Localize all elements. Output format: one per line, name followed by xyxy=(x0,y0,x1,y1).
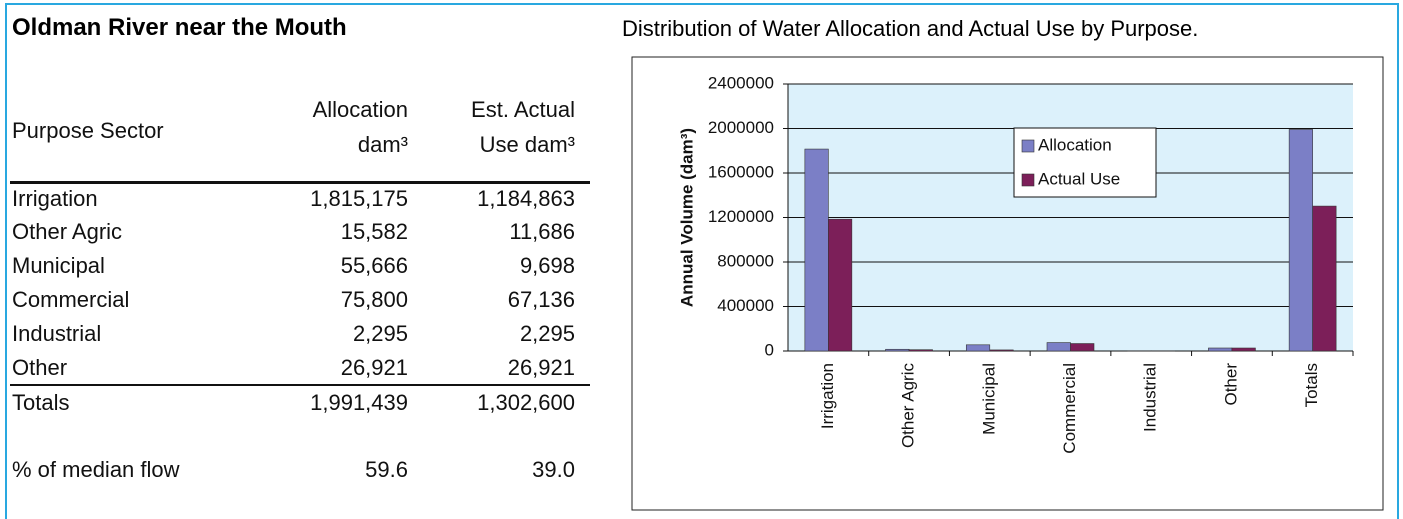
bar xyxy=(1070,343,1095,352)
chart-border xyxy=(631,56,1384,511)
cell-value: 2,295 xyxy=(519,321,575,346)
bar xyxy=(1312,205,1337,352)
cell-value: 26,921 xyxy=(507,355,575,380)
table-title: Oldman River near the Mouth xyxy=(12,14,347,41)
x-tick-label: Municipal xyxy=(979,363,998,435)
chart-title: Distribution of Water Allocation and Act… xyxy=(622,16,1199,41)
row-label: Irrigation xyxy=(12,186,98,211)
frame xyxy=(5,3,1399,519)
bar xyxy=(1288,129,1313,352)
x-tick-label: Totals xyxy=(1302,363,1321,407)
bar xyxy=(1046,342,1071,352)
bar xyxy=(989,349,1014,352)
legend-label: Allocation xyxy=(1038,135,1112,154)
column-header: Use dam³ xyxy=(479,132,575,157)
y-tick-label: 2000000 xyxy=(708,118,774,137)
column-header: Purpose Sector xyxy=(12,118,164,143)
row-label: Commercial xyxy=(12,287,130,312)
bar xyxy=(1208,347,1233,352)
cell-value: 39.0 xyxy=(532,457,575,482)
legend-label: Actual Use xyxy=(1038,169,1120,188)
column-header: dam³ xyxy=(357,132,408,157)
y-tick-label: 400000 xyxy=(717,296,774,315)
x-tick-label: Other Agric xyxy=(899,363,918,449)
legend-swatch xyxy=(1021,173,1035,187)
bar xyxy=(908,349,933,352)
x-tick-label: Commercial xyxy=(1060,363,1079,454)
table-rule xyxy=(10,181,590,184)
table-rule xyxy=(10,384,590,386)
x-tick-label: Irrigation xyxy=(818,363,837,429)
cell-value: 67,136 xyxy=(507,287,575,312)
cell-value: 59.6 xyxy=(365,457,408,482)
legend-box xyxy=(1013,127,1157,198)
cell-value: 11,686 xyxy=(509,219,575,244)
column-header: Est. Actual xyxy=(471,97,575,122)
bar xyxy=(965,344,991,352)
y-tick-label: 2400000 xyxy=(708,73,774,92)
cell-value: 26,921 xyxy=(340,355,408,380)
cell-value: 1,302,600 xyxy=(477,390,575,415)
y-axis-label: Annual Volume (dam³) xyxy=(677,128,696,307)
y-tick-label: 1600000 xyxy=(708,162,774,181)
bar xyxy=(828,218,853,352)
bar xyxy=(804,148,829,352)
x-tick-label: Other xyxy=(1221,363,1240,406)
row-label: % of median flow xyxy=(12,457,180,482)
cell-value: 55,666 xyxy=(340,253,408,278)
y-tick-label: 800000 xyxy=(717,251,774,270)
column-header: Allocation xyxy=(312,97,408,122)
bar xyxy=(885,348,910,352)
cell-value: 1,991,439 xyxy=(310,390,408,415)
cell-value: 1,184,863 xyxy=(477,186,575,211)
cell-value: 75,800 xyxy=(340,287,408,312)
y-tick-label: 0 xyxy=(765,340,774,359)
legend-swatch xyxy=(1021,139,1035,153)
row-label: Municipal xyxy=(12,253,105,278)
bar xyxy=(1231,347,1256,352)
cell-value: 1,815,175 xyxy=(310,186,408,211)
row-label: Totals xyxy=(12,390,70,415)
cell-value: 9,698 xyxy=(519,253,575,278)
cell-value: 2,295 xyxy=(352,321,408,346)
row-label: Other xyxy=(12,355,68,380)
x-tick-label: Industrial xyxy=(1141,363,1160,432)
row-label: Industrial xyxy=(12,321,102,346)
y-tick-label: 1200000 xyxy=(708,207,774,226)
cell-value: 15,582 xyxy=(340,219,408,244)
row-label: Other Agric xyxy=(12,219,123,244)
